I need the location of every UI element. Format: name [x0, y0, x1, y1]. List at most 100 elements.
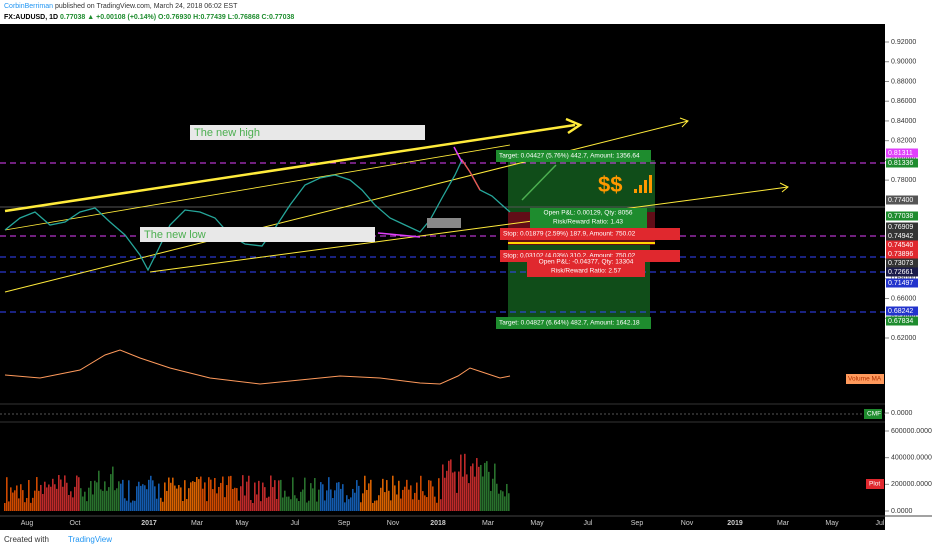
volume-bar-decor [474, 476, 476, 511]
volume-bar-decor [34, 490, 36, 511]
pane-label: Plot [869, 481, 880, 488]
last: 0.77038 [60, 14, 85, 21]
volume-bar-decor [500, 490, 502, 511]
price-path [461, 159, 481, 191]
price-badge [886, 158, 918, 168]
volume-bar-decor [220, 482, 222, 511]
volume-bar-decor [406, 479, 408, 511]
volume-bar-decor [376, 500, 378, 511]
icon [644, 180, 647, 193]
volume-bar-decor [344, 502, 346, 511]
volume-bar-decor [216, 493, 218, 511]
volume-bar-decor [10, 487, 12, 511]
volume-bar-decor [404, 486, 406, 511]
volume-bar-decor [116, 488, 118, 511]
volume-bar-decor [170, 482, 172, 511]
volume-bar-decor [166, 490, 168, 511]
volume-bar-decor [48, 484, 50, 511]
volume-bar-decor [342, 484, 344, 511]
volume-bar-decor [338, 482, 340, 511]
volume-bar-decor [288, 496, 290, 511]
published: published on TradingView.com, March 24, … [55, 3, 238, 10]
rr-label: Risk/Reward Ratio: 2.57 [551, 268, 621, 275]
volume-bar-decor [374, 500, 376, 511]
price-badge [886, 222, 918, 232]
volume-bar-decor [44, 481, 46, 511]
volume-bar-decor [316, 501, 318, 511]
volume-bar-decor [234, 487, 236, 511]
footer-text: Created with [4, 535, 49, 544]
volume-bar-decor [306, 502, 308, 511]
volume-bar-decor [254, 482, 256, 511]
volume-bar-decor [112, 466, 114, 511]
volume-bar-decor [444, 477, 446, 511]
volume-bar-decor [162, 501, 164, 511]
volume-bar-decor [274, 480, 276, 511]
price-badge-label: 0.73073 [888, 260, 913, 267]
price-badge-label: 0.73896 [888, 251, 913, 258]
label-bg [527, 257, 645, 277]
volume-bar-decor [120, 483, 122, 511]
volume-bar-decor [290, 499, 292, 511]
volume-bar-decor [210, 479, 212, 511]
volume-bar-decor [36, 477, 38, 511]
volume-bar-decor [424, 495, 426, 511]
volume-bar-decor [278, 480, 280, 511]
volume-bar-decor [74, 486, 76, 511]
volume-bar-decor [238, 500, 240, 511]
volume-bar-decor [438, 478, 440, 511]
volume-bar-decor [152, 480, 154, 511]
volume-bar-decor [484, 462, 486, 511]
volume-bar-decor [168, 477, 170, 511]
stop-label: Stop: 0.03102 (4.03%) 310.2, Amount: 750… [503, 253, 636, 260]
volume-bar-decor [266, 497, 268, 511]
volume-bar-decor [420, 475, 422, 511]
volume-bar-decor [410, 485, 412, 511]
volume-bar-decor [402, 489, 404, 511]
label-bg [864, 409, 882, 419]
volume-bar-decor [476, 458, 478, 511]
note: The new high [194, 127, 260, 139]
volume-bar-decor [54, 484, 56, 511]
icon [639, 185, 642, 193]
volume-bar-decor [198, 479, 200, 511]
volume-bar-decor [446, 470, 448, 511]
volume-bar-decor [226, 485, 228, 511]
volume-bar-decor [386, 480, 388, 511]
stop-label: Stop: 0.01879 (2.59%) 187.9, Amount: 750… [503, 231, 636, 238]
volume-bar-decor [302, 489, 304, 511]
price-badge [886, 195, 918, 205]
volume-bar-decor [378, 495, 380, 511]
volume-bar-decor [176, 488, 178, 511]
volume-bar-decor [322, 484, 324, 511]
volume-bar-decor [310, 483, 312, 511]
volume-bar-decor [142, 484, 144, 511]
time-tick-label: Mar [777, 520, 790, 527]
volume-tick-label: 0.0000 [891, 508, 913, 515]
volume-bar-decor [464, 453, 466, 511]
time-tick-label: 2018 [430, 520, 446, 527]
volume-bar-decor [324, 500, 326, 511]
volume-bar-decor [398, 480, 400, 511]
volume-bar-decor [358, 485, 360, 511]
volume-bar-decor [174, 485, 176, 511]
volume-bar-decor [118, 481, 120, 511]
volume-bar-decor [488, 471, 490, 511]
volume-bar-decor [66, 482, 68, 511]
volume-bar-decor [244, 495, 246, 511]
volume-bar-decor [508, 493, 510, 511]
price-badge [886, 240, 918, 250]
time-tick-label: Sep [631, 520, 644, 527]
volume-bar-decor [182, 500, 184, 511]
volume-bar-decor [430, 480, 432, 511]
volume-bar-decor [150, 475, 152, 511]
arrow-head [779, 182, 789, 193]
volume-bar-decor [148, 479, 150, 511]
pointer [521, 164, 557, 201]
label-bg [496, 317, 651, 329]
volume-bar-decor [284, 490, 286, 511]
price-tick-label: 0.78000 [891, 177, 916, 184]
volume-bar-decor [454, 471, 456, 511]
volume-bar-decor [396, 494, 398, 511]
trend-line [4, 144, 511, 231]
